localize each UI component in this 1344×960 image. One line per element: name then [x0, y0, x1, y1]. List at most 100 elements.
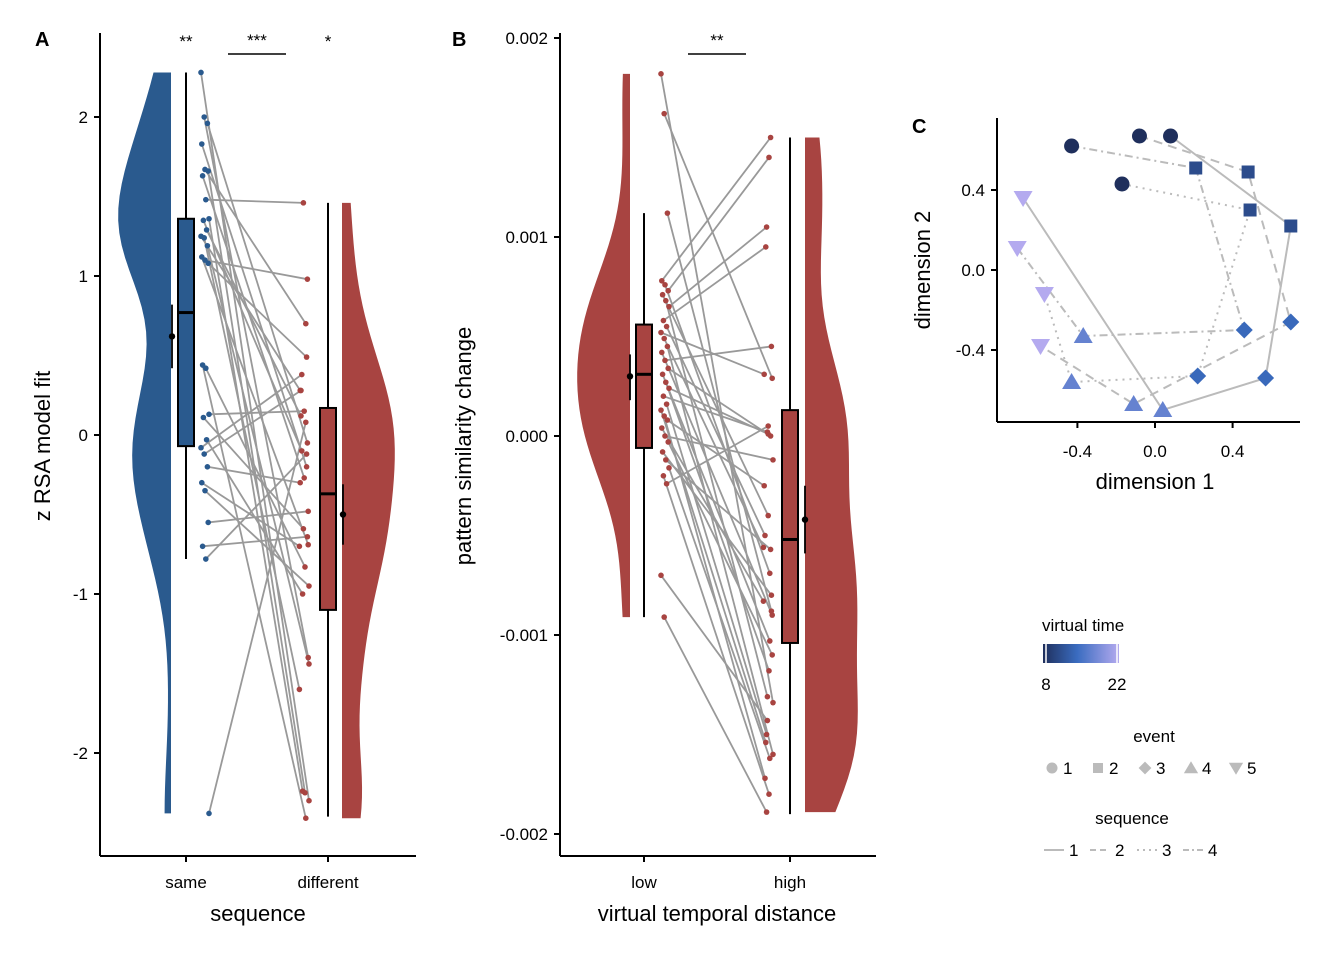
paired-line: [201, 175, 306, 479]
marker-event-4: [1073, 327, 1093, 343]
point-same: [199, 141, 205, 147]
point-low: [666, 303, 672, 310]
violin-same: [118, 72, 171, 814]
point-low: [663, 457, 669, 463]
axes-c: -0.4 0.0 0.4 -0.4 0.0 0.4: [956, 118, 1300, 461]
point-high: [767, 134, 774, 141]
point-high: [765, 512, 771, 519]
boxplots-a: [168, 72, 347, 817]
point-different: [298, 413, 304, 419]
point-same: [202, 487, 208, 494]
y-tick-label: 0.4: [961, 181, 985, 200]
paired-lines-a: [200, 72, 310, 819]
marker-event-3: [1257, 369, 1275, 387]
point-different: [298, 387, 304, 394]
point-high: [767, 546, 774, 553]
significance-label: **: [710, 31, 724, 50]
point-low: [663, 379, 669, 386]
point-high: [766, 668, 772, 674]
point-low: [663, 480, 670, 487]
legend: virtual time 8 22 event 1 2 3 4 5 sequence 1…: [1041, 616, 1256, 860]
paired-line: [663, 616, 768, 813]
point-high: [764, 717, 771, 724]
point-high: [763, 224, 770, 230]
legend-sequence-title: sequence: [1095, 809, 1169, 828]
boxplots-b: [626, 137, 809, 815]
point-different: [305, 654, 312, 661]
box-low-mean: [626, 373, 634, 380]
marker-event-5: [1013, 191, 1033, 207]
point-low: [666, 465, 672, 471]
point-same: [199, 173, 206, 179]
paired-line: [664, 300, 769, 697]
point-different: [296, 686, 303, 693]
legend-event-key: [1183, 761, 1199, 774]
y-tick-label: 0.002: [505, 29, 548, 48]
x-tick-label: different: [297, 873, 358, 892]
y-tick-label: -0.002: [500, 825, 548, 844]
point-different: [303, 354, 310, 360]
legend-virtual-time-max: 22: [1108, 675, 1127, 694]
marker-event-5: [1034, 287, 1054, 303]
point-low: [658, 71, 664, 77]
paired-line: [666, 425, 769, 485]
paired-line: [207, 170, 306, 793]
marker-event-4: [1062, 373, 1082, 389]
y-tick-label: -0.001: [500, 626, 548, 645]
y-tick-label: -2: [73, 744, 88, 763]
point-high: [760, 598, 767, 604]
legend-event-label: 1: [1063, 759, 1072, 778]
point-same: [206, 215, 212, 222]
paired-line: [664, 435, 774, 461]
paired-line: [665, 326, 766, 536]
marker-event-3: [1235, 321, 1253, 339]
point-same: [205, 260, 211, 267]
paired-line: [208, 422, 307, 814]
point-high: [768, 343, 775, 350]
point-low: [659, 371, 666, 378]
marker-event-2: [1243, 203, 1257, 217]
point-same: [198, 69, 204, 76]
point-same: [205, 168, 211, 174]
point-low: [660, 473, 667, 479]
point-same: [204, 464, 211, 470]
marker-event-5: [1007, 241, 1027, 257]
paired-line: [668, 467, 771, 759]
point-same: [198, 444, 204, 451]
paired-line: [208, 410, 305, 416]
point-high: [762, 775, 768, 782]
paired-line: [662, 246, 767, 322]
marker-event-4: [1153, 401, 1173, 417]
point-high: [764, 429, 771, 435]
point-low: [662, 281, 668, 288]
box-high-box: [781, 409, 799, 644]
panel-label-b: B: [452, 29, 466, 51]
legend-event-title: event: [1133, 727, 1175, 746]
point-high: [769, 612, 775, 618]
paired-line: [202, 416, 305, 530]
point-low: [658, 407, 664, 413]
paired-line: [663, 395, 768, 433]
point-low: [663, 401, 670, 407]
y-tick-label: 0.000: [505, 427, 548, 446]
legend-event-key: [1046, 762, 1058, 774]
point-low: [661, 614, 667, 620]
point-same: [204, 242, 211, 249]
point-high: [768, 592, 775, 598]
point-high: [770, 751, 776, 758]
point-low: [665, 439, 671, 445]
point-high: [770, 457, 776, 463]
paired-line: [664, 345, 772, 362]
marker-event-3: [1189, 367, 1207, 385]
y-tick-label: -0.4: [956, 341, 985, 360]
marker-event-1: [1163, 128, 1179, 144]
paired-line: [207, 262, 308, 358]
y-tick-label: 0: [79, 426, 88, 445]
paired-line: [205, 198, 304, 204]
paired-line: [201, 364, 307, 819]
point-high: [767, 570, 773, 577]
point-high: [770, 699, 776, 706]
marker-event-4: [1124, 395, 1144, 411]
point-high: [769, 652, 775, 658]
